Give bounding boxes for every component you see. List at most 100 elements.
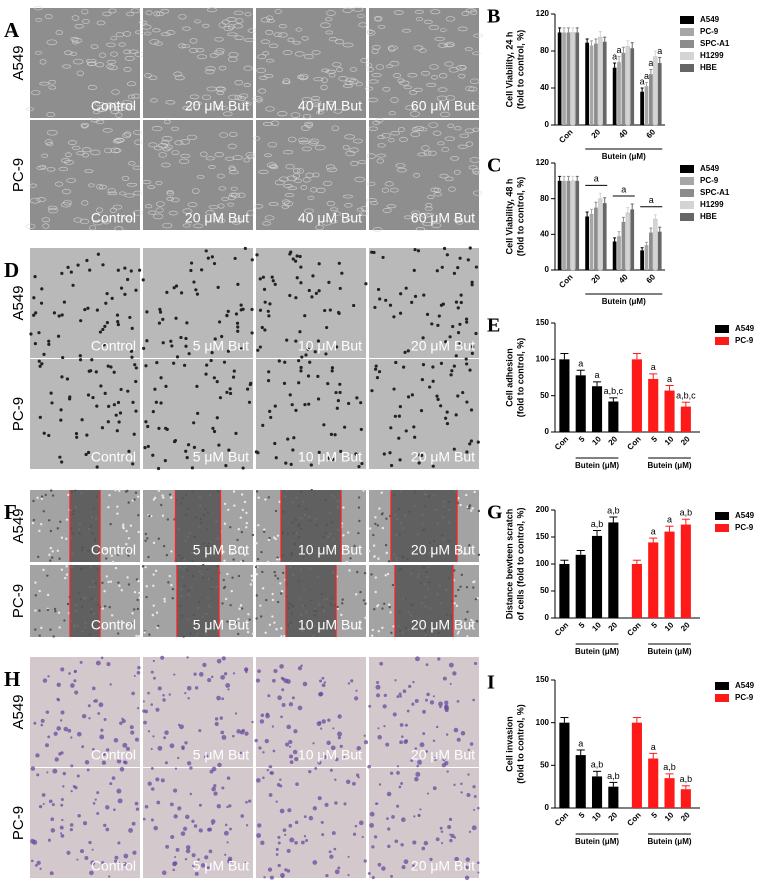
cell (153, 825, 158, 831)
cell (118, 489, 121, 492)
cell (304, 353, 308, 357)
cell (435, 394, 439, 398)
cell (48, 799, 53, 804)
cell (230, 589, 233, 593)
cell (210, 819, 216, 824)
bar (575, 180, 580, 270)
cell (320, 22, 331, 29)
cell (454, 413, 458, 417)
cell (403, 739, 408, 745)
cell (35, 18, 43, 22)
cell (279, 592, 283, 595)
cell (154, 41, 163, 46)
cell (299, 281, 303, 285)
cell (317, 760, 322, 765)
cell (417, 461, 421, 465)
cell (107, 188, 116, 194)
cell (307, 402, 311, 406)
cell (74, 23, 84, 29)
cell (150, 670, 154, 674)
cell (106, 42, 116, 48)
cell (361, 835, 364, 839)
cell (458, 256, 462, 260)
cell (414, 747, 418, 750)
cell (459, 503, 462, 507)
y-tick-label: 200 (536, 505, 550, 514)
cell (282, 381, 287, 385)
cell (476, 440, 480, 444)
cell (256, 557, 260, 561)
cell (60, 460, 64, 464)
cell (45, 710, 50, 714)
cell (131, 691, 135, 696)
cell (371, 628, 375, 632)
cell (293, 729, 298, 734)
cell (169, 496, 173, 499)
cell (321, 683, 326, 688)
cell (356, 207, 364, 212)
cell (279, 784, 283, 788)
cell (236, 329, 240, 333)
cell (367, 872, 371, 876)
cell (50, 817, 55, 822)
cell (345, 560, 348, 564)
cell (347, 401, 351, 406)
cell (329, 219, 338, 224)
cell (160, 8, 170, 14)
cell (441, 302, 445, 306)
cell (164, 761, 168, 765)
cell (393, 414, 397, 418)
cell (30, 838, 36, 844)
cell (420, 378, 424, 382)
cell (357, 14, 365, 18)
cell (90, 358, 94, 362)
cell (282, 199, 290, 205)
bar (608, 401, 619, 432)
cell (323, 308, 327, 313)
cell (126, 277, 130, 282)
cell (52, 768, 58, 774)
cell (194, 686, 199, 690)
cell (196, 411, 200, 415)
cell (74, 690, 79, 695)
cell (253, 203, 264, 209)
cell (428, 122, 439, 128)
y-tick-label: 100 (536, 718, 550, 727)
cell (216, 218, 226, 224)
bar (602, 41, 607, 125)
cell (257, 523, 260, 527)
image-caption: 20 μM But (411, 542, 475, 558)
cell (45, 743, 49, 748)
cell (226, 17, 237, 22)
cell (414, 776, 419, 782)
cell (187, 697, 190, 700)
cell (130, 355, 134, 359)
x-tick-label: Con (557, 127, 574, 144)
cell (387, 603, 391, 606)
cell (267, 694, 271, 698)
cell (372, 227, 383, 232)
cell (403, 215, 413, 220)
cell (302, 177, 311, 183)
cell (101, 861, 105, 865)
cell (246, 630, 250, 634)
cell (317, 796, 322, 801)
cell (170, 197, 180, 203)
cell (323, 681, 327, 684)
cell (106, 59, 117, 64)
cell (390, 631, 393, 635)
cell (263, 300, 267, 304)
cell (116, 759, 122, 764)
cell (174, 316, 178, 320)
cell (103, 324, 107, 328)
legend-swatch (680, 64, 694, 72)
cell (271, 615, 274, 618)
cell (115, 106, 126, 112)
cell (185, 848, 191, 854)
cell (278, 24, 287, 29)
cell (258, 345, 262, 349)
image-caption: 20 μM But (411, 338, 475, 354)
cell (145, 310, 149, 314)
cell (419, 409, 424, 413)
cell (403, 350, 407, 354)
